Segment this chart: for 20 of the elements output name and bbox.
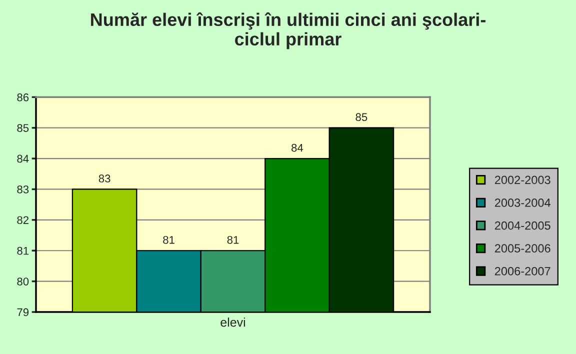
y-tick-label: 83 xyxy=(17,185,29,194)
y-tick-label: 81 xyxy=(17,246,29,255)
y-tick-label: 86 xyxy=(17,93,29,102)
data-label: 85 xyxy=(356,113,368,122)
legend-label: 2005-2006 xyxy=(494,244,550,253)
y-tick-label: 80 xyxy=(17,278,29,286)
data-label: 84 xyxy=(292,144,304,152)
y-tick-label: 84 xyxy=(17,154,29,163)
y-tick-label: 85 xyxy=(17,124,29,132)
legend-label: 2004-2005 xyxy=(494,221,550,230)
x-tick-label: elevi xyxy=(220,318,246,327)
data-label: 81 xyxy=(227,236,239,244)
y-tick-label: 82 xyxy=(17,216,28,224)
data-label: 83 xyxy=(98,174,110,182)
y-tick-label: 79 xyxy=(17,308,29,316)
legend-label: 2003-2004 xyxy=(494,198,550,207)
chart-title: Număr elevi înscrişi în ultimii cinci ani şcolari- ciclul primar xyxy=(91,12,486,50)
legend-label: 2006-2007 xyxy=(494,266,550,276)
data-label: 81 xyxy=(163,236,174,244)
legend-label: 2002-2003 xyxy=(494,176,550,184)
